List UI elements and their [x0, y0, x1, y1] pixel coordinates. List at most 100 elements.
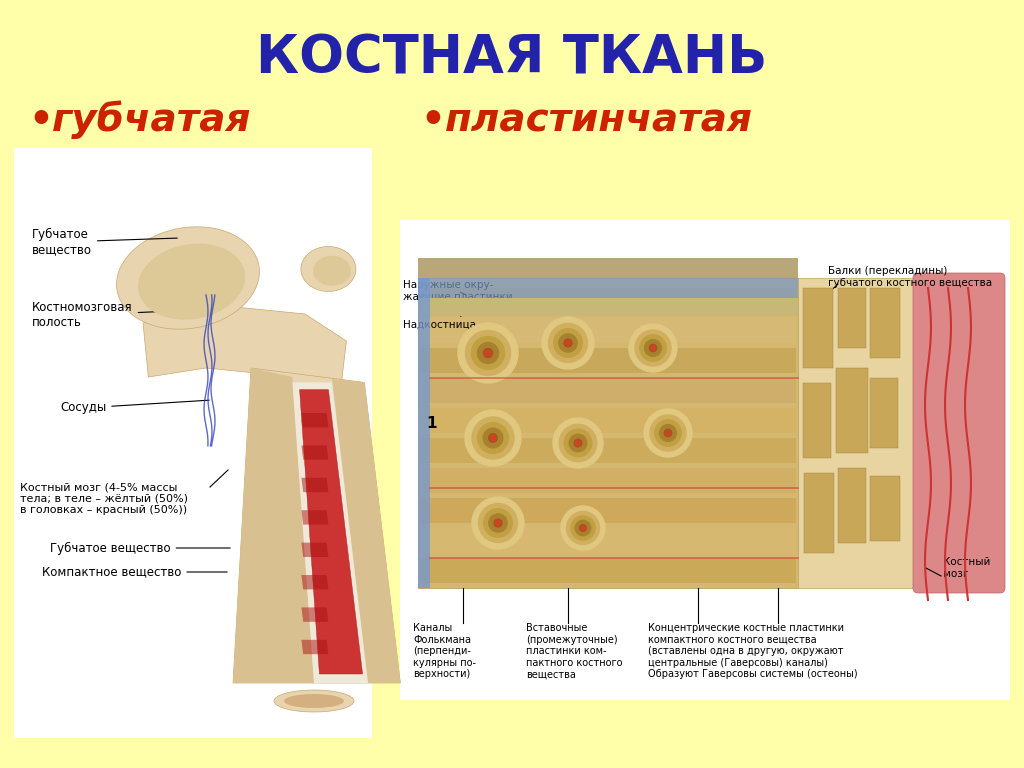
- Circle shape: [483, 349, 493, 357]
- Circle shape: [495, 519, 502, 527]
- Circle shape: [564, 339, 571, 347]
- Circle shape: [466, 330, 511, 376]
- Bar: [420, 378, 796, 403]
- Circle shape: [575, 440, 581, 446]
- Ellipse shape: [274, 690, 354, 712]
- Bar: [838, 288, 866, 348]
- Circle shape: [554, 329, 583, 357]
- Ellipse shape: [284, 694, 344, 708]
- Text: 1: 1: [426, 416, 436, 431]
- Bar: [420, 348, 796, 373]
- Text: Костномозговая
полость: Костномозговая полость: [32, 301, 193, 329]
- Circle shape: [581, 525, 586, 531]
- Bar: [804, 473, 834, 553]
- Circle shape: [477, 343, 499, 363]
- Polygon shape: [332, 379, 400, 683]
- Ellipse shape: [301, 247, 356, 292]
- Circle shape: [465, 410, 521, 466]
- Polygon shape: [293, 382, 368, 683]
- Text: Надкостница: Надкостница: [403, 314, 476, 330]
- Circle shape: [477, 422, 508, 453]
- Circle shape: [458, 323, 518, 383]
- Circle shape: [488, 434, 498, 442]
- Bar: [870, 288, 900, 358]
- Text: Каналы
Фолькмана
(перпенди-
кулярны по-
верхности): Каналы Фолькмана (перпенди- кулярны по- …: [413, 623, 476, 680]
- Text: Вставочные
(промежуточные)
пластинки ком-
пактного костного
вещества: Вставочные (промежуточные) пластинки ком…: [526, 623, 623, 680]
- Polygon shape: [233, 368, 400, 683]
- Circle shape: [640, 335, 667, 361]
- Bar: [420, 288, 796, 313]
- Circle shape: [553, 418, 603, 468]
- Circle shape: [659, 425, 677, 442]
- Circle shape: [561, 506, 605, 550]
- Bar: [798, 278, 918, 588]
- Bar: [420, 408, 796, 433]
- Bar: [803, 383, 831, 458]
- Text: •: •: [28, 101, 53, 139]
- Polygon shape: [301, 445, 329, 460]
- Polygon shape: [301, 478, 329, 492]
- Text: Губчатое вещество: Губчатое вещество: [50, 541, 230, 554]
- Circle shape: [559, 424, 597, 462]
- Polygon shape: [301, 543, 329, 557]
- Circle shape: [654, 420, 681, 446]
- Ellipse shape: [313, 256, 351, 286]
- Circle shape: [635, 330, 671, 366]
- Ellipse shape: [138, 243, 245, 319]
- Ellipse shape: [117, 227, 259, 329]
- Circle shape: [484, 349, 492, 356]
- Circle shape: [488, 514, 507, 532]
- Circle shape: [483, 429, 503, 448]
- FancyBboxPatch shape: [400, 220, 1010, 700]
- FancyBboxPatch shape: [14, 148, 372, 738]
- Bar: [420, 318, 796, 343]
- Circle shape: [575, 520, 591, 536]
- Text: КОСТНАЯ ТКАНЬ: КОСТНАЯ ТКАНЬ: [256, 32, 768, 84]
- Text: Костный мозг (4-5% массы
тела; в теле – жёлтый (50%)
в головках – красный (50%)): Костный мозг (4-5% массы тела; в теле – …: [20, 482, 188, 515]
- Circle shape: [471, 336, 505, 369]
- Polygon shape: [301, 607, 329, 622]
- Circle shape: [650, 415, 686, 451]
- Polygon shape: [301, 575, 329, 589]
- Circle shape: [483, 508, 512, 538]
- Text: Концентрические костные пластинки
компактного костного вещества
(вставлены одна : Концентрические костные пластинки компак…: [648, 623, 858, 680]
- Polygon shape: [301, 640, 329, 654]
- Text: Костный
мозг: Костный мозг: [943, 558, 990, 579]
- Circle shape: [472, 497, 524, 549]
- Circle shape: [629, 324, 677, 372]
- Circle shape: [472, 417, 514, 459]
- Polygon shape: [301, 510, 329, 525]
- Bar: [418, 298, 798, 316]
- Circle shape: [489, 435, 497, 442]
- Text: пластинчатая: пластинчатая: [445, 101, 753, 139]
- Bar: [420, 438, 796, 463]
- Text: Компактное вещество: Компактное вещество: [42, 565, 227, 578]
- Circle shape: [665, 429, 672, 436]
- Text: Наружные окру-
жающие пластинки: Наружные окру- жающие пластинки: [403, 280, 513, 302]
- Circle shape: [571, 516, 595, 540]
- Circle shape: [542, 317, 594, 369]
- Bar: [420, 498, 796, 523]
- Bar: [870, 476, 900, 541]
- Circle shape: [580, 525, 587, 531]
- Bar: [420, 558, 796, 583]
- Text: губчатая: губчатая: [52, 101, 252, 139]
- Circle shape: [649, 344, 656, 352]
- Bar: [418, 278, 798, 298]
- Bar: [418, 278, 798, 588]
- Text: Губчатое
вещество: Губчатое вещество: [32, 228, 177, 256]
- Circle shape: [574, 439, 582, 447]
- Circle shape: [549, 323, 588, 362]
- Circle shape: [650, 345, 656, 351]
- Text: Балки (перекладины)
губчатого костного вещества: Балки (перекладины) губчатого костного в…: [828, 266, 992, 287]
- Circle shape: [569, 434, 587, 452]
- Bar: [420, 528, 796, 553]
- Bar: [836, 368, 868, 453]
- Circle shape: [565, 340, 571, 346]
- Bar: [838, 468, 866, 543]
- Bar: [420, 468, 796, 493]
- Bar: [418, 258, 798, 278]
- Polygon shape: [233, 368, 314, 683]
- Polygon shape: [143, 305, 346, 386]
- Circle shape: [666, 430, 671, 436]
